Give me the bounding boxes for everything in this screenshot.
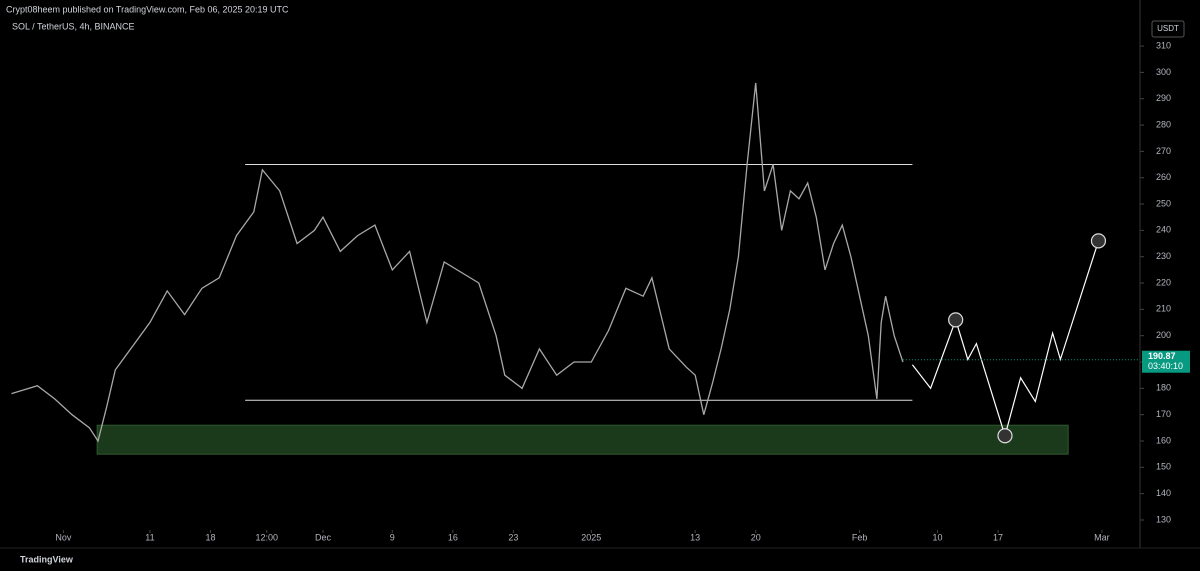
y-tick-label: 150 [1156,462,1171,472]
y-tick-label: 210 [1156,304,1171,314]
x-tick-label: 9 [390,532,395,542]
footer: TradingView [20,554,74,564]
y-tick-label: 160 [1156,435,1171,445]
price-line [911,240,1100,438]
y-tick-label: 290 [1156,93,1171,103]
y-tick-label: 260 [1156,172,1171,182]
x-tick-label: 10 [932,532,942,542]
x-tick-label: 16 [448,532,458,542]
last-price: 190.87 [1148,351,1176,361]
x-tick-label: 17 [993,532,1003,542]
last-price-tag [1142,350,1190,373]
y-tick-label: 220 [1156,277,1171,287]
countdown: 03:40:10 [1148,361,1183,371]
x-tick-label: Feb [852,532,868,542]
target-marker [997,428,1013,444]
y-tick-label: 300 [1156,67,1171,77]
x-tick-label: 23 [508,532,518,542]
y-tick-label: 250 [1156,198,1171,208]
x-tick-label: 11 [145,532,154,542]
x-tick-label: 12:00 [256,532,279,542]
y-tick-label: 310 [1156,40,1171,50]
target-marker [1090,233,1107,249]
y-tick-label: 280 [1156,119,1171,129]
header: Crypt08heem published on TradingView.com… [6,4,289,14]
y-tick-label: 270 [1156,146,1171,156]
price-line [11,82,904,443]
currency: USDT [1157,24,1179,33]
x-tick-label: 18 [206,532,216,542]
x-tick-label: Nov [55,532,72,542]
y-tick-label: 180 [1156,383,1171,393]
currency-box [1151,20,1185,38]
symbol-title: SOL / TetherUS, 4h, BINANCE [12,21,135,31]
y-tick-label: 230 [1156,251,1171,261]
x-tick-label: 13 [690,532,700,542]
x-tick-label: Dec [315,532,332,542]
support-zone [96,424,1069,455]
x-tick-label: 2025 [581,532,601,542]
y-tick-label: 200 [1156,330,1171,340]
y-tick-label: 170 [1156,409,1171,419]
y-tick-label: 130 [1156,514,1171,524]
y-tick-label: 140 [1156,488,1171,498]
y-tick-label: 240 [1156,225,1171,235]
target-marker [948,312,964,328]
x-tick-label: 20 [751,532,761,542]
x-tick-label: Mar [1094,532,1110,542]
